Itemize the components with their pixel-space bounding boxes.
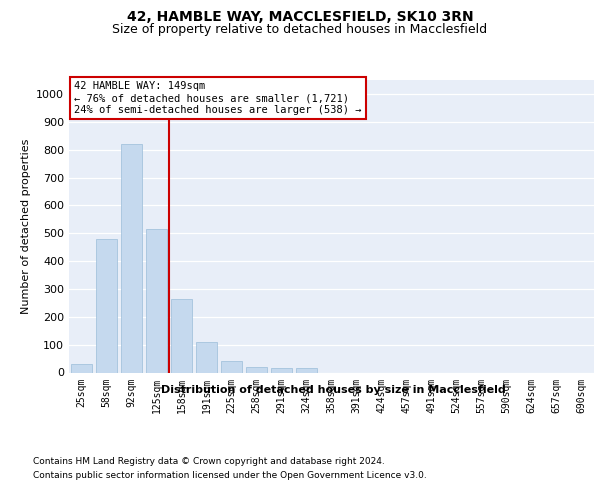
Text: Size of property relative to detached houses in Macclesfield: Size of property relative to detached ho…: [112, 22, 488, 36]
Bar: [221, 362, 242, 372]
Bar: [146, 229, 167, 372]
Text: Contains public sector information licensed under the Open Government Licence v3: Contains public sector information licen…: [33, 471, 427, 480]
Text: Contains HM Land Registry data © Crown copyright and database right 2024.: Contains HM Land Registry data © Crown c…: [33, 458, 385, 466]
Bar: [246, 367, 267, 372]
Text: 42 HAMBLE WAY: 149sqm
← 76% of detached houses are smaller (1,721)
24% of semi-d: 42 HAMBLE WAY: 149sqm ← 76% of detached …: [74, 82, 362, 114]
Bar: [171, 298, 192, 372]
Bar: [271, 368, 292, 372]
Bar: [121, 144, 142, 372]
Bar: [71, 364, 92, 372]
Bar: [196, 342, 217, 372]
Text: 42, HAMBLE WAY, MACCLESFIELD, SK10 3RN: 42, HAMBLE WAY, MACCLESFIELD, SK10 3RN: [127, 10, 473, 24]
Bar: [296, 368, 317, 372]
Bar: [96, 239, 117, 372]
Text: Distribution of detached houses by size in Macclesfield: Distribution of detached houses by size …: [161, 385, 505, 395]
Y-axis label: Number of detached properties: Number of detached properties: [20, 138, 31, 314]
